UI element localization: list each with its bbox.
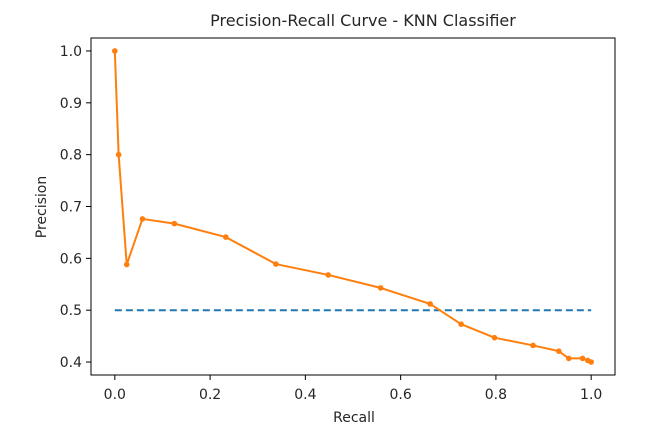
data-point xyxy=(427,301,433,307)
data-point xyxy=(123,261,130,268)
data-point xyxy=(588,359,594,365)
x-axis-ticks: 0.0 0.2 0.4 0.6 0.8 1.0 xyxy=(104,375,602,403)
data-point xyxy=(112,48,118,54)
y-tick-label: 0.8 xyxy=(60,148,82,164)
x-axis-label: Recall xyxy=(333,410,375,426)
data-point xyxy=(377,285,384,291)
data-point xyxy=(115,151,122,158)
y-tick-label: 0.5 xyxy=(60,303,82,319)
y-tick-label: 0.7 xyxy=(60,200,82,216)
data-point xyxy=(223,234,229,240)
plot-area-frame xyxy=(90,37,616,376)
y-tick-label: 1.0 xyxy=(60,44,82,60)
y-tick-label: 0.6 xyxy=(60,251,82,267)
x-tick-label: 0.2 xyxy=(199,387,221,403)
data-point xyxy=(325,272,332,278)
x-tick-label: 0.4 xyxy=(294,387,316,403)
data-point xyxy=(555,348,562,354)
data-point xyxy=(579,355,586,362)
y-tick-label: 0.4 xyxy=(60,355,82,371)
y-axis-ticks: 0.4 0.5 0.6 0.7 0.8 0.9 1.0 xyxy=(60,44,91,371)
data-point xyxy=(491,334,498,341)
data-point xyxy=(565,355,572,362)
x-tick-label: 0.6 xyxy=(390,387,412,403)
x-tick-label: 0.8 xyxy=(485,387,507,403)
data-point xyxy=(139,216,146,222)
x-tick-label: 1.0 xyxy=(580,387,602,403)
series-layer xyxy=(112,48,594,365)
y-tick-label: 0.9 xyxy=(60,96,82,112)
data-point xyxy=(458,321,464,327)
precision-recall-line xyxy=(113,50,592,363)
data-point xyxy=(530,342,536,349)
chart-title: Precision-Recall Curve - KNN Classifier xyxy=(210,11,516,30)
y-axis-label: Precision xyxy=(34,176,50,238)
data-point xyxy=(171,220,178,227)
x-tick-label: 0.0 xyxy=(104,387,126,403)
data-point xyxy=(273,261,279,267)
